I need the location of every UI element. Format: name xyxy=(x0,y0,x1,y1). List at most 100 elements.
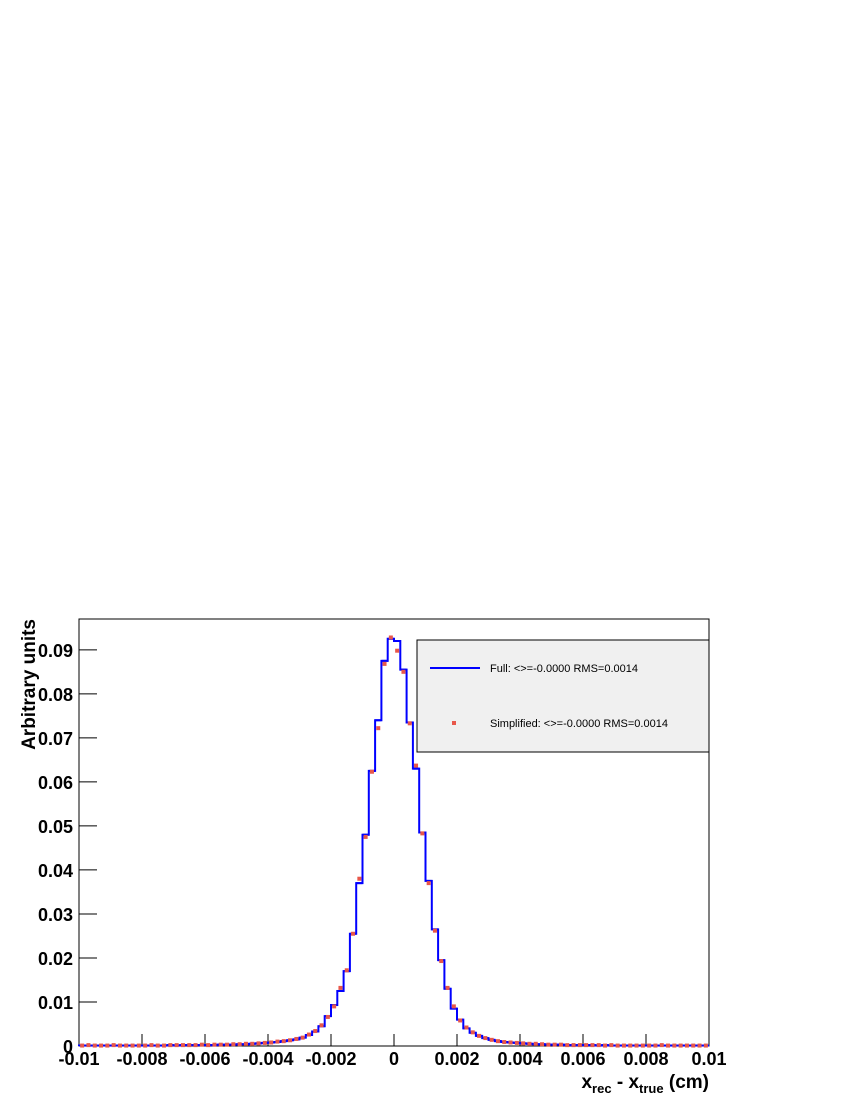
data-marker xyxy=(464,1025,469,1030)
data-marker xyxy=(319,1023,324,1028)
data-marker xyxy=(565,1043,570,1048)
data-marker xyxy=(634,1043,639,1048)
data-marker xyxy=(552,1042,557,1047)
x-tick-label: -0.004 xyxy=(242,1049,293,1069)
data-marker xyxy=(584,1043,589,1048)
x-axis-title-part: rec xyxy=(592,1081,612,1096)
data-marker xyxy=(432,928,437,933)
data-marker xyxy=(401,669,406,674)
legend-marker xyxy=(452,721,456,725)
x-tick-label: -0.01 xyxy=(58,1049,99,1069)
x-axis-title: xrec - xtrue (cm) xyxy=(581,1072,709,1096)
y-tick-label: 0.06 xyxy=(38,773,73,793)
data-marker xyxy=(546,1042,551,1047)
data-marker xyxy=(256,1041,261,1046)
data-marker xyxy=(155,1043,160,1048)
data-marker xyxy=(533,1041,538,1046)
x-axis-title-part: - x xyxy=(612,1072,640,1093)
data-marker xyxy=(628,1043,633,1048)
data-marker xyxy=(621,1043,626,1048)
x-tick-label: -0.006 xyxy=(179,1049,230,1069)
data-marker xyxy=(80,1043,85,1048)
y-tick-label: 0.03 xyxy=(38,905,73,925)
y-tick-label: 0.02 xyxy=(38,949,73,969)
y-tick-label: 0.01 xyxy=(38,993,73,1013)
data-marker xyxy=(558,1042,563,1047)
data-marker xyxy=(351,931,356,936)
data-marker xyxy=(237,1042,242,1047)
data-marker xyxy=(225,1042,230,1047)
data-marker xyxy=(300,1035,305,1040)
data-marker xyxy=(105,1043,110,1048)
x-tick-label: 0 xyxy=(389,1049,399,1069)
data-marker xyxy=(514,1040,519,1045)
data-marker xyxy=(187,1043,192,1048)
data-marker xyxy=(124,1043,129,1048)
data-marker xyxy=(590,1043,595,1048)
data-marker xyxy=(395,648,400,653)
data-marker xyxy=(143,1043,148,1048)
data-marker xyxy=(426,881,431,886)
x-axis-title-part: (cm) xyxy=(664,1072,709,1093)
y-axis-title: Arbitrary units xyxy=(19,619,40,750)
data-marker xyxy=(684,1043,689,1048)
data-marker xyxy=(615,1043,620,1048)
data-marker xyxy=(470,1030,475,1035)
data-marker xyxy=(86,1043,91,1048)
data-marker xyxy=(275,1039,280,1044)
data-marker xyxy=(659,1043,664,1048)
data-marker xyxy=(313,1029,318,1034)
data-marker xyxy=(99,1043,104,1048)
data-marker xyxy=(357,876,362,881)
data-marker xyxy=(489,1037,494,1042)
data-marker xyxy=(168,1043,173,1048)
x-tick-label: 0.002 xyxy=(434,1049,479,1069)
legend-label: Full: <>=-0.0000 RMS=0.0014 xyxy=(490,663,638,675)
data-marker xyxy=(338,985,343,990)
y-tick-label: 0 xyxy=(63,1037,73,1057)
y-tick-label: 0.05 xyxy=(38,817,73,837)
data-marker xyxy=(294,1036,299,1041)
data-marker xyxy=(92,1043,97,1048)
data-marker xyxy=(414,763,419,768)
data-marker xyxy=(571,1043,576,1048)
x-tick-label: 0.004 xyxy=(497,1049,542,1069)
x-tick-label: 0.01 xyxy=(691,1049,726,1069)
data-marker xyxy=(206,1043,211,1048)
data-marker xyxy=(193,1043,198,1048)
data-marker xyxy=(451,1004,456,1009)
data-marker xyxy=(596,1043,601,1048)
data-marker xyxy=(231,1042,236,1047)
data-marker xyxy=(445,985,450,990)
data-marker xyxy=(691,1043,696,1048)
data-marker xyxy=(250,1041,255,1046)
data-marker xyxy=(502,1040,507,1045)
data-marker xyxy=(382,661,387,666)
data-marker xyxy=(603,1043,608,1048)
data-marker xyxy=(458,1018,463,1023)
data-marker xyxy=(111,1043,116,1048)
data-marker xyxy=(281,1039,286,1044)
data-marker xyxy=(697,1043,702,1048)
data-marker xyxy=(149,1043,154,1048)
x-tick-label: -0.002 xyxy=(305,1049,356,1069)
data-marker xyxy=(495,1039,500,1044)
data-marker xyxy=(363,834,368,839)
data-marker xyxy=(647,1043,652,1048)
data-marker xyxy=(332,1004,337,1009)
data-marker xyxy=(666,1043,671,1048)
data-marker xyxy=(344,968,349,973)
data-marker xyxy=(262,1040,267,1045)
data-marker xyxy=(609,1043,614,1048)
data-marker xyxy=(306,1032,311,1037)
data-marker xyxy=(212,1042,217,1047)
x-tick-label: -0.008 xyxy=(116,1049,167,1069)
data-marker xyxy=(407,721,412,726)
data-marker xyxy=(672,1043,677,1048)
data-marker xyxy=(162,1043,167,1048)
data-marker xyxy=(527,1041,532,1046)
x-axis-title-part: true xyxy=(639,1081,664,1096)
legend-box xyxy=(416,639,710,753)
data-marker xyxy=(678,1043,683,1048)
